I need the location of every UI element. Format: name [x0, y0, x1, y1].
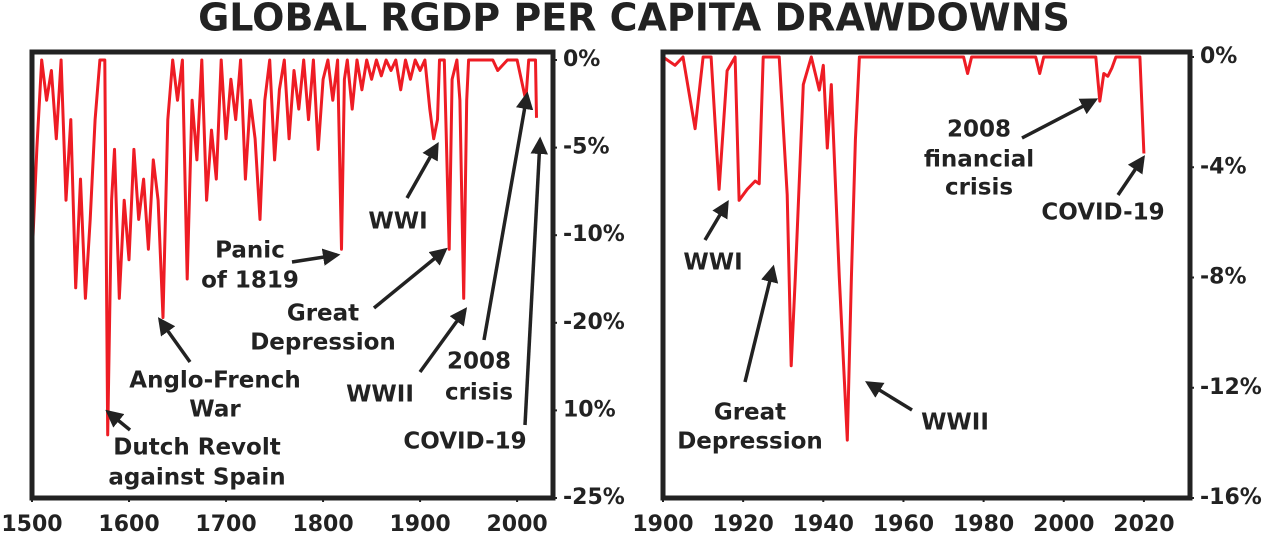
y-tick-label: -8%: [1200, 265, 1246, 290]
annotation-arrow: [418, 307, 468, 374]
annotation: of 1819: [201, 268, 299, 294]
y-tick-label: -5%: [563, 135, 609, 160]
x-tick-label: 1600: [98, 512, 159, 537]
y-tick-label: -10%: [563, 222, 625, 247]
annotation-arrow: [482, 91, 534, 341]
annotation-arrow: [523, 136, 549, 426]
y-tick-label: -25%: [563, 485, 625, 510]
annotation: Panic: [215, 238, 285, 264]
data-line: [32, 58, 538, 437]
y-tick-label: -12%: [1200, 375, 1262, 400]
annotation: Anglo-French: [129, 368, 300, 394]
x-tick-label: 1700: [195, 512, 256, 537]
x-tick-label: 2000: [486, 512, 547, 537]
annotation: WWI: [683, 250, 742, 276]
x-tick-label: 1940: [793, 512, 854, 537]
annotation-arrow: [703, 199, 729, 241]
x-tick-label: 1900: [632, 512, 693, 537]
x-tick-label: 1500: [1, 512, 62, 537]
annotation: 2008: [947, 117, 1011, 143]
chart-title: GLOBAL RGDP PER CAPITA DRAWDOWNS: [198, 0, 1070, 40]
annotation: 2008: [447, 349, 511, 375]
annotation: War: [189, 397, 241, 423]
x-tick-label: 2000: [1033, 512, 1094, 537]
annotation: crisis: [445, 380, 513, 406]
plot-frame: [660, 49, 1193, 501]
annotation: WWI: [368, 209, 427, 235]
annotation: WWII: [921, 410, 989, 436]
x-tick-label: 2020: [1113, 512, 1174, 537]
y-tick-label: -16%: [1200, 485, 1262, 510]
x-tick-label: 1960: [873, 512, 934, 537]
x-tick-label: 1920: [713, 512, 774, 537]
x-tick-label: 1900: [389, 512, 450, 537]
annotation: Depression: [250, 330, 396, 356]
annotation: COVID-19: [1041, 200, 1164, 226]
annotation: Dutch Revolt: [113, 435, 280, 461]
y-tick-label: -20%: [563, 310, 625, 335]
data-line: [663, 55, 1146, 442]
annotation: COVID-19: [403, 429, 526, 455]
y-tick-label: 0%: [563, 47, 600, 72]
y-tick-label: 0%: [1200, 44, 1237, 69]
y-tick-label: 10%: [563, 397, 616, 422]
annotation: crisis: [945, 175, 1013, 201]
annotation-arrow: [405, 141, 439, 199]
plot-frame: [29, 49, 556, 501]
annotation-arrow: [1021, 98, 1099, 140]
y-tick-label: -4%: [1200, 154, 1246, 179]
annotation-arrow: [1116, 155, 1145, 196]
annotation: against Spain: [108, 465, 285, 491]
x-tick-label: 1800: [292, 512, 353, 537]
annotation-arrow: [105, 409, 132, 432]
annotation-arrow: [743, 264, 779, 383]
annotation-arrow: [157, 317, 192, 364]
annotation: WWII: [346, 382, 414, 408]
annotation: Depression: [677, 429, 823, 455]
annotation: Great: [287, 301, 359, 327]
x-tick-label: 1980: [953, 512, 1014, 537]
annotation-arrow: [372, 247, 448, 310]
annotation: financial: [924, 147, 1034, 173]
annotation-arrow: [291, 248, 341, 266]
annotation-arrow: [865, 381, 913, 412]
annotation: Great: [714, 400, 786, 426]
